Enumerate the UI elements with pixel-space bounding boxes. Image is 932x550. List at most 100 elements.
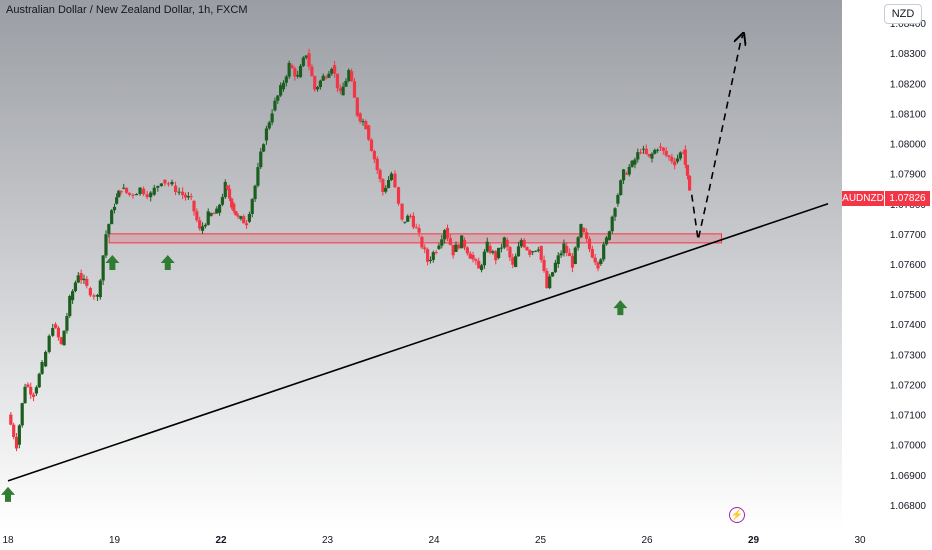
candle-body [119,190,123,193]
candle-body [181,191,185,196]
projection-path [690,35,743,241]
candle-body [281,82,286,90]
candle-body [298,65,303,78]
candle-body [400,203,404,220]
y-tick-label: 1.08300 [890,49,927,60]
candle-body [212,213,216,215]
candle-body [333,65,337,74]
candle-body [369,139,374,152]
candle-body [448,238,452,245]
candle-body [82,278,86,281]
candle-body [156,185,160,188]
candle-body [497,247,501,258]
candle-body [220,197,225,205]
candle-body [127,192,132,195]
candle-body [287,63,291,77]
candle-body [198,220,202,229]
symbol-price-tag: AUDNZD [842,191,884,206]
candle-body [321,75,325,81]
candle-body [107,224,111,234]
candle-body [465,247,469,254]
price-axis-background [842,0,932,530]
candle-body [301,57,305,66]
x-tick-label: 30 [854,535,866,546]
candle-body [88,288,92,296]
x-tick-label: 24 [428,535,440,546]
candle-body [437,245,441,249]
support-zone [108,233,723,244]
candle-body [630,160,634,167]
candle-body [59,337,63,344]
candle-body [51,328,55,336]
candle-body [516,246,521,257]
candle-body [522,239,526,248]
candle-body [457,244,461,249]
candle-body [318,80,322,88]
candle-body [658,146,663,148]
candle-body [296,74,300,77]
candle-body [568,252,572,257]
candle-body [173,185,178,193]
candle-body [327,73,331,78]
y-tick-label: 1.08100 [890,109,927,120]
candle-body [508,247,512,258]
candle-body [40,362,44,374]
candle-body [145,194,149,198]
candle-body [531,251,535,253]
candle-body [641,148,646,150]
candle-body [350,71,354,82]
candle-body [491,251,495,253]
candle-body [576,237,580,248]
candle-body [65,315,69,331]
candle-body [163,179,167,184]
currency-button[interactable]: NZD [884,4,922,24]
candle-body [599,259,603,264]
candle-body [536,249,540,251]
candle-body [683,149,687,165]
candle-body [565,245,569,253]
candle-body [273,100,277,111]
candle-body [633,159,637,165]
trendline-layer [7,202,829,482]
candle-body [159,183,163,186]
y-axis-ticks: 1.06800 1.06900 1.07000 1.07100 1.07200 1.073… [890,19,927,512]
candle-body [556,255,560,264]
candle-body [426,249,430,262]
candle-body [104,234,108,256]
candle-body [420,236,424,248]
candle-body [604,237,609,245]
candle-body [330,68,334,74]
candle-body [582,227,586,233]
lightning-icon[interactable]: ⚡ [729,507,745,523]
candle-body [230,198,234,208]
candle-body [352,81,357,98]
candle-body [23,386,27,404]
candle-body [259,151,263,168]
up-arrow-icon [1,486,15,502]
candle-body [367,125,371,140]
candle-body [389,173,393,181]
candle-body [31,394,36,397]
candle-body [9,414,13,425]
candle-body [656,149,660,151]
candle-body [344,80,348,87]
candle-body [341,86,345,96]
candle-body [131,194,135,196]
candle-body [462,239,467,248]
candle-body [639,152,643,154]
candle-body [664,150,668,156]
candle-body [209,213,213,216]
candle-body [347,70,351,81]
candle-body [675,158,680,162]
candle-body [315,87,320,90]
candle-body [79,273,83,281]
candle-body [262,144,266,152]
candle-body [471,254,475,260]
candle-body [647,153,651,157]
candle-body [445,227,450,239]
candle-body [247,214,251,222]
candle-body [310,66,314,77]
y-tick-label: 1.07600 [890,260,927,271]
y-tick-label: 1.07000 [890,441,927,452]
